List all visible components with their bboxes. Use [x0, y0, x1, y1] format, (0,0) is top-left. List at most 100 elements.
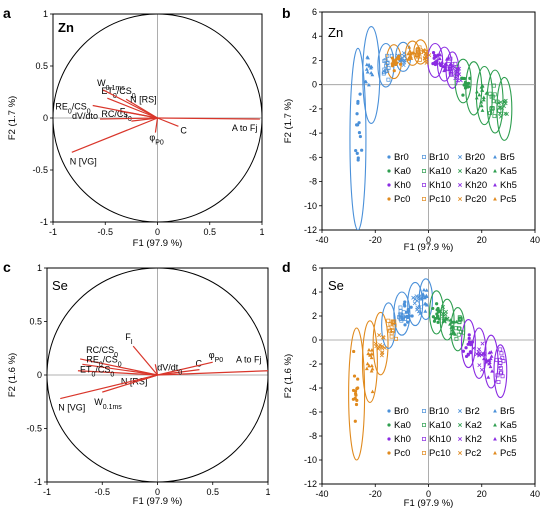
- data-point: [352, 374, 357, 378]
- data-point: [461, 330, 466, 335]
- vector-line: [100, 117, 158, 120]
- data-point: [454, 66, 459, 71]
- data-point: [422, 451, 426, 455]
- vector-line: [102, 89, 158, 119]
- data-point: [417, 54, 422, 59]
- vector-label: A to Fj: [236, 355, 262, 365]
- x-tick-label: -1: [49, 227, 57, 237]
- data-point: [492, 114, 497, 119]
- data-point: [387, 451, 391, 455]
- data-point: [353, 392, 358, 396]
- data-point: [421, 48, 426, 53]
- vector-line: [157, 370, 269, 376]
- data-point: [353, 396, 357, 400]
- x-tick-label: -40: [315, 235, 328, 245]
- data-point: [448, 64, 453, 68]
- data-point: [441, 64, 446, 69]
- y-axis-label: F2 (1.7 %): [7, 96, 18, 140]
- data-point: [356, 156, 360, 160]
- legend-entry-label: Ka10: [429, 420, 451, 431]
- data-point: [502, 100, 507, 105]
- y-tick-label: -4: [309, 128, 317, 138]
- data-point: [419, 296, 424, 301]
- data-point: [435, 302, 439, 306]
- legend-entry-label: Br0: [394, 152, 409, 163]
- y-tick-label: 6: [312, 7, 317, 17]
- data-point: [493, 183, 497, 187]
- data-point: [453, 71, 458, 76]
- data-point: [408, 52, 413, 56]
- data-point: [452, 65, 457, 70]
- y-tick-label: -0.5: [26, 424, 42, 434]
- data-point: [477, 363, 482, 368]
- data-point: [422, 183, 426, 187]
- legend-entry-label: Pc10: [429, 448, 451, 459]
- legend-entry-label: Pc0: [394, 194, 410, 205]
- data-point: [492, 92, 497, 97]
- data-point: [498, 100, 503, 105]
- y-tick-label: -12: [304, 479, 317, 489]
- data-point: [351, 388, 356, 393]
- legend-entry-label: Kh5: [500, 180, 517, 191]
- data-point: [444, 309, 448, 314]
- data-point: [477, 347, 482, 352]
- confidence-ellipse: [493, 344, 508, 399]
- data-point: [486, 358, 491, 363]
- data-point: [479, 367, 484, 372]
- y-tick-label: 4: [312, 287, 317, 297]
- data-point: [401, 51, 406, 56]
- data-point: [489, 354, 494, 358]
- confidence-ellipse: [437, 46, 452, 82]
- panel-element-name: Se: [52, 278, 68, 293]
- data-point: [401, 310, 406, 315]
- y-tick-label: -4: [309, 383, 317, 393]
- data-point: [488, 356, 493, 361]
- data-point: [479, 85, 484, 89]
- data-point: [451, 330, 456, 334]
- data-point: [468, 76, 472, 80]
- data-point: [373, 341, 378, 346]
- x-axis-label: F1 (97.9 %): [404, 498, 454, 509]
- data-point: [386, 77, 391, 82]
- data-point: [414, 294, 419, 299]
- confidence-ellipse: [361, 320, 378, 403]
- data-point: [474, 95, 479, 100]
- data-point: [481, 97, 486, 102]
- data-point: [433, 53, 437, 58]
- data-point: [385, 61, 390, 66]
- data-point: [386, 326, 391, 331]
- y-tick-label: -1: [40, 217, 48, 227]
- data-point: [399, 312, 404, 317]
- confidence-ellipse: [427, 42, 444, 78]
- y-tick-label: 1: [37, 263, 42, 273]
- y-tick-label: -8: [309, 177, 317, 187]
- data-point: [458, 316, 463, 321]
- confidence-ellipse: [362, 25, 381, 124]
- panel-letter: d: [282, 259, 291, 275]
- data-point: [403, 317, 408, 321]
- data-point: [378, 342, 383, 347]
- data-point: [380, 344, 385, 349]
- legend-entry-label: Br10: [429, 406, 449, 417]
- data-point: [358, 92, 362, 96]
- vector-label: φP0: [149, 133, 164, 147]
- data-point: [370, 366, 375, 371]
- data-point: [367, 64, 372, 68]
- data-point: [471, 346, 476, 351]
- data-point: [381, 335, 386, 340]
- y-tick-label: 0.5: [35, 61, 48, 71]
- data-point: [432, 319, 437, 323]
- data-point: [480, 88, 485, 92]
- data-point: [458, 451, 462, 455]
- vector-label: C: [195, 359, 202, 369]
- legend-entry-label: Br2: [465, 406, 480, 417]
- data-point: [408, 49, 412, 53]
- data-point: [365, 69, 370, 74]
- vector-line: [92, 104, 158, 119]
- confidence-ellipse: [486, 69, 504, 134]
- data-point: [456, 332, 461, 337]
- data-point: [499, 351, 504, 356]
- data-point: [498, 366, 503, 370]
- data-point: [387, 437, 391, 441]
- data-point: [458, 317, 463, 322]
